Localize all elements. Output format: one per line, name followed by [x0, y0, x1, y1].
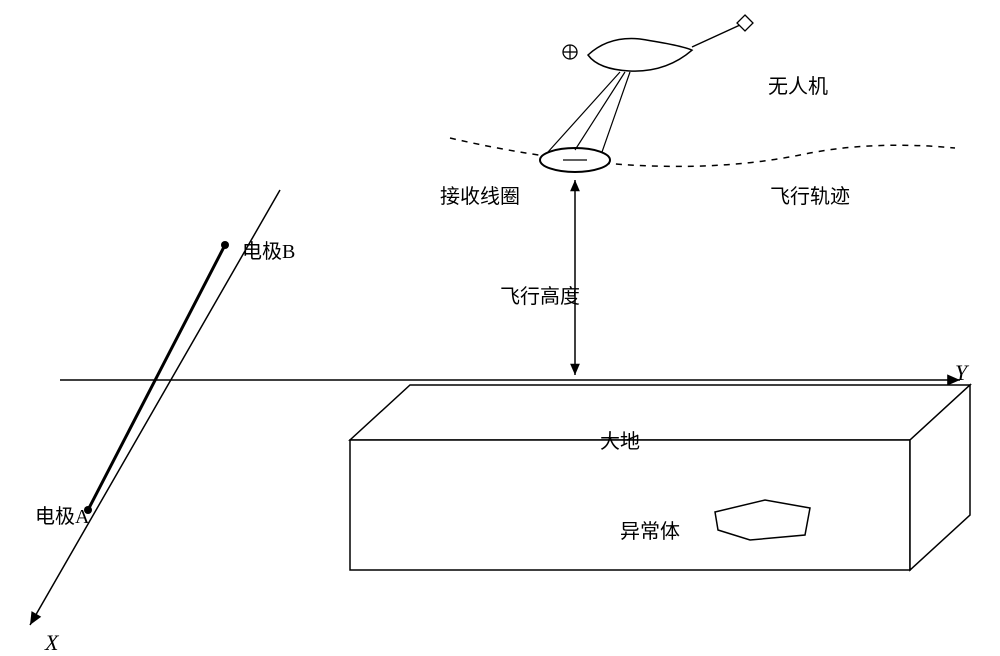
trajectory-label: 飞行轨迹	[770, 180, 850, 209]
y-axis-label: Y	[955, 360, 967, 386]
drone-label: 无人机	[768, 70, 828, 99]
coil-label: 接收线圈	[440, 180, 520, 209]
electrode-line	[84, 241, 229, 514]
diagram-scene	[0, 0, 1000, 648]
x-axis-label: X	[45, 630, 58, 656]
tether-lines	[548, 72, 630, 152]
receiver-coil	[540, 148, 610, 172]
drone-icon	[563, 15, 753, 71]
electrode-b-label: 电极B	[242, 235, 295, 264]
anomaly-label: 异常体	[620, 515, 680, 544]
altitude-arrow	[570, 180, 580, 375]
y-axis	[60, 374, 960, 385]
altitude-label: 飞行高度	[500, 280, 580, 309]
electrode-a-label: 电极A	[35, 500, 89, 529]
ground-label: 大地	[600, 425, 640, 454]
flight-trajectory	[450, 138, 955, 166]
